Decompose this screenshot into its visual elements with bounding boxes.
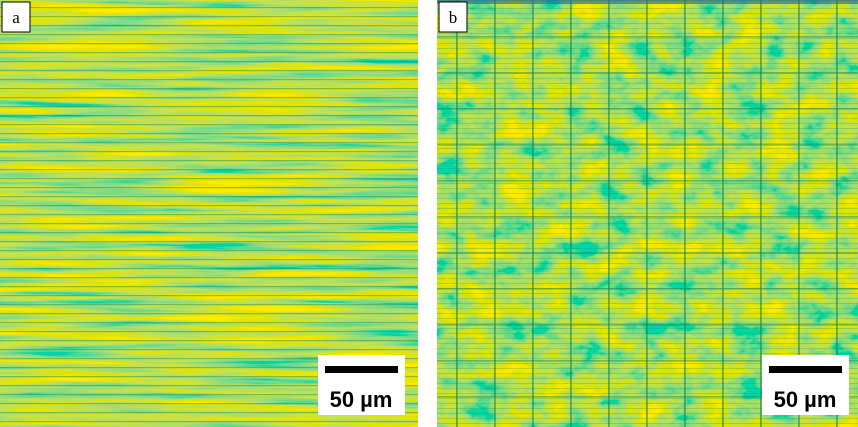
panel-b: b 50 µm bbox=[437, 0, 858, 427]
scale-bar-label: 50 µm bbox=[330, 387, 393, 412]
scale-bar-box bbox=[762, 355, 849, 415]
panel-label: a bbox=[12, 8, 20, 27]
scale-bar bbox=[769, 366, 842, 373]
scale-bar-box bbox=[318, 355, 405, 415]
label-box bbox=[438, 1, 468, 33]
scale-bar-label: 50 µm bbox=[774, 387, 837, 412]
top-edge bbox=[437, 0, 858, 4]
scale-bar bbox=[325, 366, 398, 373]
label-box bbox=[1, 1, 31, 33]
panel-label: b bbox=[449, 8, 458, 27]
panel-a: a 50 µm bbox=[0, 0, 418, 427]
